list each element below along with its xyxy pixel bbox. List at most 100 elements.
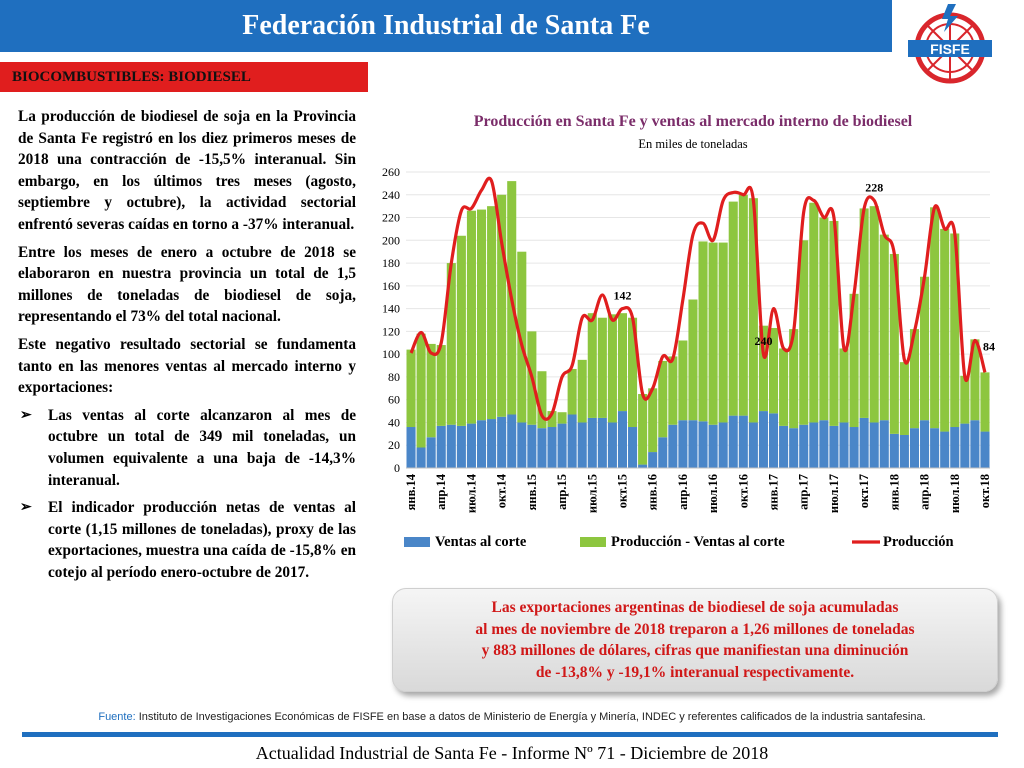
bar-ventas	[970, 420, 980, 468]
bar-produccion-ventas	[587, 313, 597, 418]
data-label: 240	[754, 334, 772, 348]
y-tick-label: 140	[382, 302, 400, 316]
y-tick-label: 200	[382, 233, 400, 247]
bar-produccion-ventas	[869, 206, 879, 423]
bar-ventas	[950, 427, 960, 468]
bar-ventas	[497, 416, 507, 468]
bullet-1-text: Las ventas al corte alcanzaron al mes de…	[48, 406, 356, 489]
bar-produccion-ventas	[617, 313, 628, 412]
exports-callout: Las exportaciones argentinas de biodiese…	[392, 588, 998, 692]
bar-produccion-ventas	[970, 339, 980, 421]
x-tick-label: июл.16	[706, 474, 720, 513]
bar-ventas	[648, 452, 658, 468]
bar-ventas	[416, 447, 426, 468]
bar-ventas	[487, 419, 497, 468]
chart-subtitle: En miles de toneladas	[638, 137, 748, 151]
bar-ventas	[436, 425, 446, 468]
bar-produccion-ventas	[879, 234, 889, 421]
x-tick-label: июл.18	[948, 474, 962, 513]
bar-ventas	[617, 411, 628, 468]
bar-ventas	[909, 428, 920, 468]
bar-ventas	[567, 414, 577, 468]
text-column: La producción de biodiesel de soja en la…	[18, 106, 356, 589]
svg-text:FISFE: FISFE	[930, 41, 970, 57]
bar-produccion-ventas	[940, 228, 950, 432]
bar-ventas	[859, 417, 869, 468]
bar-produccion-ventas	[698, 241, 708, 422]
bar-produccion-ventas	[638, 394, 648, 465]
x-tick-label: июл.14	[464, 473, 478, 513]
chart-title: Producción en Santa Fe y ventas al merca…	[473, 113, 913, 130]
bar-produccion-ventas	[950, 233, 960, 428]
x-tick-label: июл.15	[585, 474, 599, 513]
x-tick-label: окт.17	[857, 474, 871, 508]
bar-produccion-ventas	[517, 251, 527, 423]
x-tick-label: июл.17	[827, 474, 841, 513]
bar-ventas	[779, 425, 789, 468]
bar-produccion-ventas	[708, 242, 718, 425]
data-label: 228	[865, 180, 883, 194]
x-tick-label: апр.18	[918, 474, 932, 510]
x-tick-label: янв.18	[887, 474, 901, 510]
x-tick-label: янв.16	[646, 474, 660, 510]
bar-produccion-ventas	[628, 317, 638, 428]
y-tick-label: 40	[388, 415, 400, 429]
bar-ventas	[446, 424, 456, 468]
bar-ventas	[789, 428, 799, 468]
bar-ventas	[819, 420, 829, 468]
bar-ventas	[698, 421, 708, 468]
arrow-bullet-icon: ➢	[20, 407, 32, 423]
bar-produccion-ventas	[748, 198, 758, 423]
data-label: 142	[613, 289, 631, 303]
x-tick-label: апр.16	[676, 474, 690, 510]
bar-produccion-ventas	[899, 362, 909, 435]
bar-ventas	[426, 437, 436, 468]
y-tick-label: 100	[382, 347, 400, 361]
bar-ventas	[638, 464, 648, 468]
bar-ventas	[849, 427, 859, 468]
legend-swatch	[404, 537, 430, 547]
section-label: BIOCOMBUSTIBLES: BIODIESEL	[0, 62, 368, 92]
bar-produccion-ventas	[648, 388, 658, 453]
bar-ventas	[899, 434, 909, 468]
y-tick-label: 260	[382, 165, 400, 179]
x-tick-label: янв.14	[404, 473, 418, 510]
bar-produccion-ventas	[728, 201, 738, 416]
bar-produccion-ventas	[416, 333, 426, 448]
bar-produccion-ventas	[658, 360, 668, 438]
x-tick-label: окт.14	[495, 473, 509, 508]
x-tick-label: янв.15	[525, 474, 539, 510]
x-tick-label: апр.17	[797, 474, 811, 510]
x-tick-label: апр.15	[555, 474, 569, 510]
bar-produccion-ventas	[678, 340, 688, 421]
bar-ventas	[557, 423, 567, 468]
bar-produccion-ventas	[597, 317, 607, 418]
source-label: Fuente:	[98, 711, 136, 723]
bar-ventas	[587, 417, 597, 468]
bar-ventas	[799, 424, 809, 468]
legend-label: Producción	[883, 534, 954, 550]
bullet-1: ➢ Las ventas al corte alcanzaron al mes …	[18, 405, 356, 491]
bar-ventas	[728, 415, 738, 468]
bar-ventas	[476, 420, 487, 468]
bar-ventas	[879, 420, 889, 468]
bar-produccion-ventas	[577, 359, 587, 423]
bar-ventas	[930, 428, 940, 468]
fisfe-logo: FISFE	[908, 4, 992, 84]
callout-line-2: al mes de noviembre de 2018 treparon a 1…	[475, 620, 915, 638]
bar-ventas	[547, 427, 557, 468]
bar-ventas	[678, 420, 688, 468]
bar-produccion-ventas	[446, 263, 456, 425]
bar-ventas	[577, 422, 587, 468]
bar-produccion-ventas	[909, 329, 920, 429]
y-tick-label: 20	[388, 438, 400, 452]
bar-produccion-ventas	[789, 329, 799, 429]
y-tick-label: 240	[382, 188, 400, 202]
bar-ventas	[406, 427, 416, 468]
bar-produccion-ventas	[930, 207, 940, 429]
bar-ventas	[607, 422, 617, 468]
legend-label: Ventas al corte	[435, 534, 527, 550]
y-tick-label: 0	[394, 461, 400, 475]
bar-ventas	[658, 437, 668, 468]
bar-produccion-ventas	[829, 220, 839, 426]
